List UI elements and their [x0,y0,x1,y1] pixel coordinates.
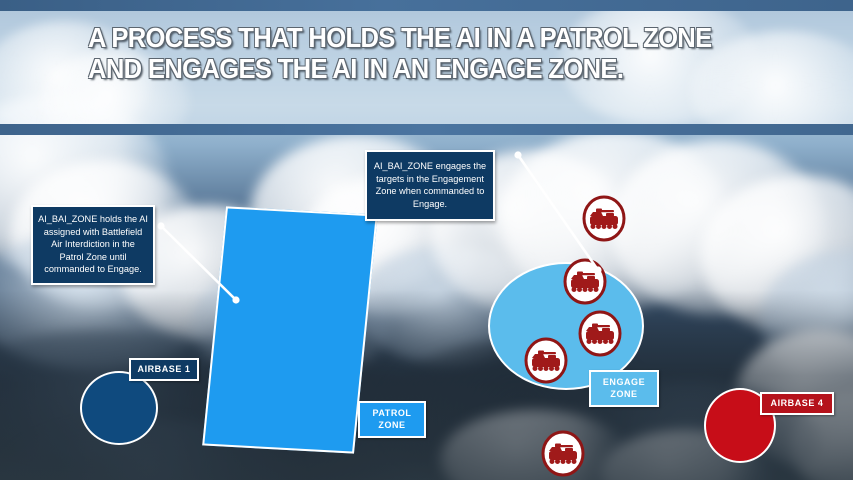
label-engage-zone[interactable]: ENGAGE ZONE [589,370,659,407]
label-patrol-zone-line1: PATROL [372,408,412,418]
cloud [40,51,190,124]
label-patrol-zone[interactable]: PATROL ZONE [358,401,426,438]
label-engage-zone-line1: ENGAGE [602,377,646,387]
callout-hold: AI_BAI_ZONE holds the AI assigned with B… [31,205,155,285]
label-airbase-1[interactable]: AIRBASE 1 [129,358,199,381]
header-strip-top [0,0,853,11]
header-strip-bottom [0,124,853,135]
header-band [0,11,853,124]
label-patrol-zone-line2: ZONE [378,420,406,430]
callout-engage: AI_BAI_ZONE engages the targets in the E… [365,150,495,222]
label-engage-zone-line2: ZONE [610,389,638,399]
label-airbase-4[interactable]: AIRBASE 4 [760,392,834,415]
page-title: A PROCESS THAT HOLDS THE AI IN A PATROL … [88,22,712,84]
